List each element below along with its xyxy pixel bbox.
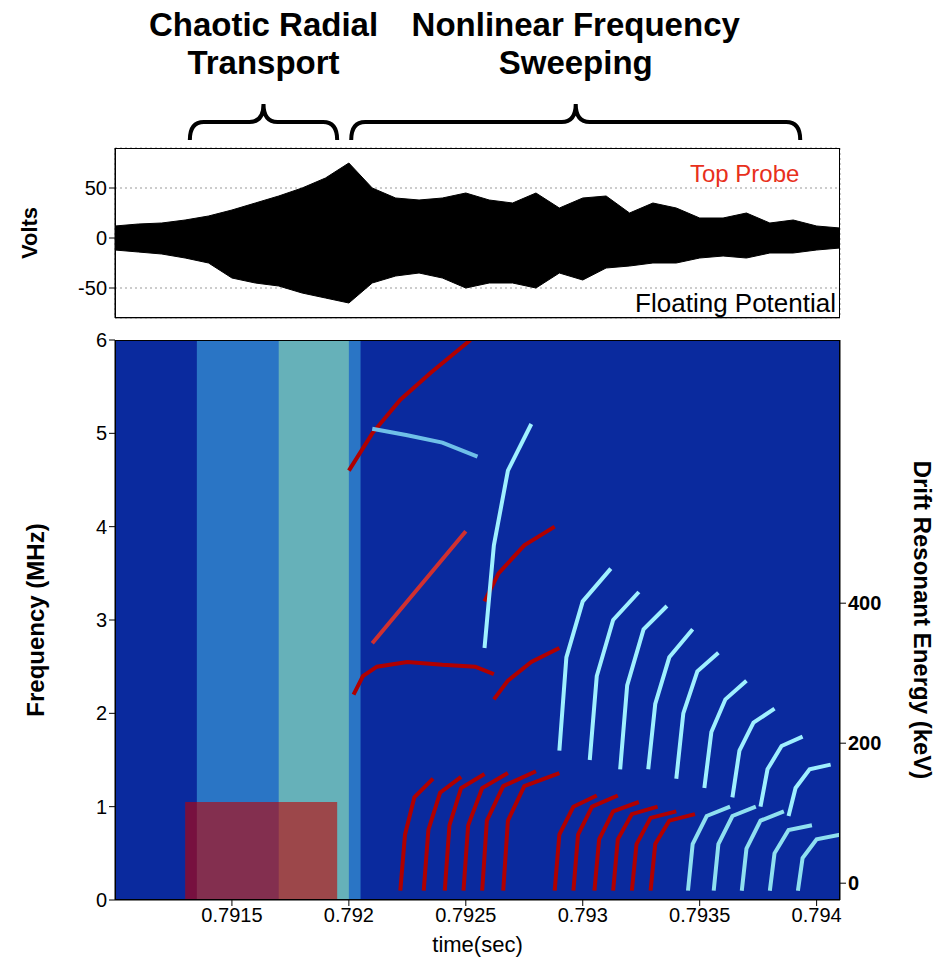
svg-text:0: 0 xyxy=(96,227,107,249)
svg-text:0.794: 0.794 xyxy=(792,904,842,926)
svg-text:0: 0 xyxy=(848,872,859,894)
svg-text:0.792: 0.792 xyxy=(324,904,374,926)
svg-text:400: 400 xyxy=(848,592,881,614)
svg-text:200: 200 xyxy=(848,732,881,754)
html-text:Top Probe: Top Probe xyxy=(690,160,800,187)
html-text:Volts: Volts xyxy=(17,206,42,260)
svg-text:0.7915: 0.7915 xyxy=(201,904,262,926)
svg-text:3: 3 xyxy=(96,609,107,631)
html-text:Drift Resonant Energy (keV): Drift Resonant Energy (keV) xyxy=(909,460,936,780)
svg-text:5: 5 xyxy=(96,422,107,444)
svg-text:4: 4 xyxy=(96,516,107,538)
svg-text:-50: -50 xyxy=(78,277,107,299)
svg-text:6: 6 xyxy=(96,330,107,351)
svg-text:0.7925: 0.7925 xyxy=(435,904,496,926)
html-text:Floating Potential: Floating Potential xyxy=(635,288,836,318)
html-text:Frequency (MHz): Frequency (MHz) xyxy=(22,523,49,717)
svg-text:0.793: 0.793 xyxy=(558,904,608,926)
svg-text:1: 1 xyxy=(96,796,107,818)
svg-text:50: 50 xyxy=(85,177,107,199)
svg-text:2: 2 xyxy=(96,702,107,724)
html-text:time(sec): time(sec) xyxy=(432,932,523,957)
html-text:Chaotic Radial Transport: Chaotic Radial Transport xyxy=(148,6,379,81)
svg-text:0: 0 xyxy=(96,889,107,911)
svg-text:0.7935: 0.7935 xyxy=(669,904,730,926)
html-text:Nonlinear Frequency Sweeping: Nonlinear Frequency Sweeping xyxy=(411,6,740,81)
